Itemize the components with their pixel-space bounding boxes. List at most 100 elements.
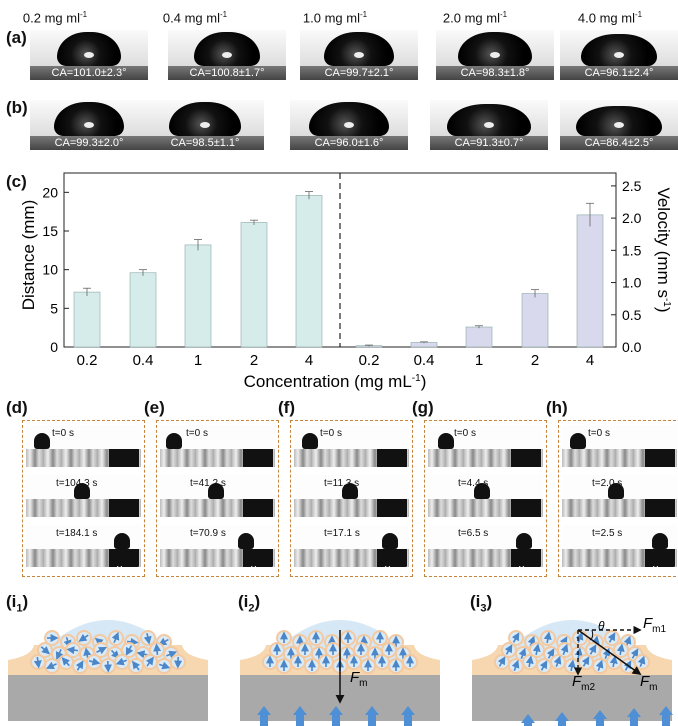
field-arrow xyxy=(401,706,415,726)
video-frame: t=41.2 s xyxy=(160,475,275,517)
magnet-block xyxy=(243,449,273,467)
magnetic-moment-arrow xyxy=(55,649,64,661)
magnetic-moment-arrow xyxy=(497,656,506,667)
field-arrow xyxy=(593,710,607,726)
magnetic-moment-arrow xyxy=(33,656,42,669)
x-tick-label: 4 xyxy=(305,352,313,369)
time-lapse-panel: t=0 s t=4.4 s t=6.5 s Magnet xyxy=(424,420,547,577)
magnetic-moment-arrow xyxy=(75,660,84,671)
bar-chart: 0 5 10 15 20 0.0 0.5 1.0 1.5 2.0 2.5 0.2 0.4 1 2 4 0.2 0.… xyxy=(19,172,673,391)
distance-bar xyxy=(129,272,157,348)
magnet-label: Magnet xyxy=(116,566,140,573)
magnet-block xyxy=(243,549,273,567)
contact-angle-label: CA=101.0±2.3° xyxy=(51,67,127,79)
magnetic-moment-arrow xyxy=(115,657,127,666)
panel-label-i1: (i1) xyxy=(6,592,29,615)
magnetic-moment-arrow xyxy=(525,655,534,668)
magnet-block xyxy=(109,499,139,517)
magnetic-moment-arrow xyxy=(103,660,112,673)
panel-label-e: (e) xyxy=(144,398,165,417)
droplet-image: CA=101.0±2.3° xyxy=(30,30,148,80)
y-axis-label-left: Distance (mm) xyxy=(19,200,38,311)
y-tick-label-left: 5 xyxy=(50,300,58,316)
magnetic-moment-arrow xyxy=(125,645,134,656)
magnetic-moment-arrow xyxy=(126,637,139,646)
field-arrow xyxy=(329,706,343,726)
magnet-block xyxy=(377,499,407,517)
x-axis-label: Concentration (mg mL-1) xyxy=(244,372,427,391)
panel-label-h: (h) xyxy=(546,398,568,417)
distance-bar xyxy=(73,291,101,348)
field-arrow xyxy=(293,706,307,726)
droplet xyxy=(382,533,398,549)
magnetic-moment-arrow xyxy=(581,656,590,667)
droplet xyxy=(608,483,624,499)
time-label: t=6.5 s xyxy=(458,528,489,539)
contact-angle-label: CA=91.3±0.7° xyxy=(454,137,524,149)
magnet-block xyxy=(511,449,541,467)
magnetic-moment-arrow xyxy=(588,644,597,655)
droplet-image: CA=91.3±0.7° xyxy=(430,100,548,150)
time-label: t=0 s xyxy=(588,428,610,439)
magnetic-moment-arrow xyxy=(132,660,141,671)
velocity-bar xyxy=(410,342,438,348)
field-arrow xyxy=(521,714,535,726)
video-frame: t=11.3 s xyxy=(294,475,409,517)
x-tick-label: 1 xyxy=(194,352,202,369)
field-arrow xyxy=(627,708,641,726)
time-lapse-panel: t=0 s t=11.3 s t=17.1 s Magnet xyxy=(290,420,413,577)
magnet-label: Magnet xyxy=(652,566,676,573)
force-label-fm-total: Fm xyxy=(640,673,658,693)
magnetic-moment-arrow xyxy=(111,631,120,643)
magnet-label: Magnet xyxy=(250,566,274,573)
distance-bar xyxy=(184,244,212,348)
droplet xyxy=(474,483,490,499)
time-label: t=41.2 s xyxy=(190,478,226,489)
magnetic-moment-arrow xyxy=(532,643,541,656)
video-frame: t=0 s xyxy=(294,425,409,467)
panel-label-c: (c) xyxy=(6,172,27,191)
panel-label-a: (a) xyxy=(6,28,27,47)
magnetic-moment-arrow xyxy=(518,647,527,659)
video-frame: t=0 s xyxy=(562,425,677,467)
magnetic-moment-arrow xyxy=(607,632,616,643)
concentration-label: 2.0 mg ml-1 xyxy=(442,10,508,26)
panel-label-i2: (i2) xyxy=(238,592,261,615)
contact-angle-label: CA=99.7±2.1° xyxy=(324,67,394,79)
magnetic-moment-arrow xyxy=(88,657,101,666)
droplet xyxy=(34,433,50,449)
magnetic-moment-arrow xyxy=(637,655,646,667)
video-frame: t=2.5 s xyxy=(562,525,677,567)
time-lapse-panel: t=0 s t=104.3 s t=184.1 s Magnet xyxy=(22,420,145,577)
y-tick-label-right: 0.0 xyxy=(622,339,642,355)
droplet xyxy=(238,533,254,549)
droplet xyxy=(208,483,224,499)
contact-angle-label: CA=96.0±1.6° xyxy=(314,137,384,149)
magnetic-moment-arrow xyxy=(136,650,149,659)
video-frame: t=17.1 s xyxy=(294,525,409,567)
magnetic-moment-arrow xyxy=(575,631,584,643)
time-label: t=2.0 s xyxy=(592,478,623,489)
time-label: t=104.3 s xyxy=(56,478,98,489)
droplet xyxy=(342,483,358,499)
droplet-image: CA=100.8±1.7° xyxy=(168,30,286,80)
y-tick-label-left: 20 xyxy=(42,184,58,200)
video-frame: t=2.0 s xyxy=(562,475,677,517)
x-tick-label: 0.2 xyxy=(77,352,98,369)
magnetic-moment-arrow xyxy=(511,632,520,643)
video-frame: t=184.1 s xyxy=(26,525,141,567)
time-label: t=11.3 s xyxy=(324,478,360,489)
x-tick-label: 0.4 xyxy=(414,352,435,369)
schematic-diagrams: Fm Fm1 Fm2 Fm θ xyxy=(8,615,673,726)
magnetic-moment-arrow xyxy=(546,648,555,659)
distance-bar xyxy=(240,222,268,348)
contact-angle-label: CA=100.8±1.7° xyxy=(189,67,265,79)
substrate-base xyxy=(472,675,672,721)
magnetic-moment-arrow xyxy=(543,631,552,644)
y-axis-label-right: Velocity (mm s-1) xyxy=(654,187,673,312)
y-tick-label-right: 1.5 xyxy=(622,242,642,258)
magnetic-moment-arrow xyxy=(40,646,50,655)
time-label: t=4.4 s xyxy=(458,478,489,489)
concentration-label: 0.4 mg ml-1 xyxy=(162,10,228,26)
time-label: t=0 s xyxy=(320,428,342,439)
